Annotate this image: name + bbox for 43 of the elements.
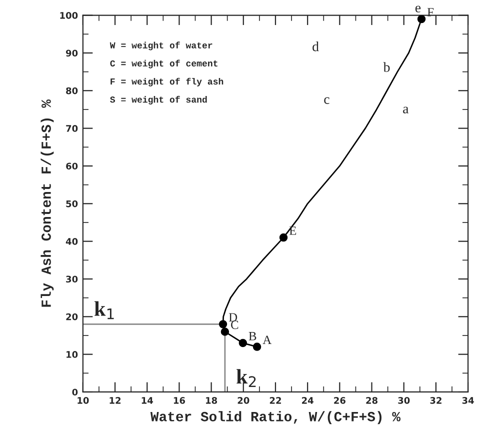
y-tick-label: 50 <box>66 200 78 208</box>
y-axis-title: Fly Ash Content F/(F+S) % <box>40 99 54 307</box>
annotation: A <box>262 336 272 344</box>
annotation: E <box>289 226 296 235</box>
annotation: C = weight of cement <box>110 60 218 68</box>
y-tick-label: 100 <box>60 12 78 19</box>
x-tick-label: 20 <box>238 397 250 404</box>
x-tick-label: 22 <box>270 397 281 404</box>
text: e <box>415 6 421 12</box>
y-tick-label: 10 <box>66 351 78 358</box>
x-tick-label: 24 <box>302 397 314 404</box>
y-tick-label: 90 <box>66 50 78 57</box>
y-tick-label: 20 <box>66 313 78 320</box>
x-tick-label: 12 <box>110 397 121 404</box>
x-tick-label: 18 <box>206 397 218 404</box>
annotation: a <box>403 106 409 114</box>
series-label: k$_{1}$ <box>94 301 114 320</box>
x-axis-title: Water Solid Ratio, W/(C+F+S) % <box>150 411 400 424</box>
annotation: D <box>228 313 238 322</box>
series-label: k$_{2}$ <box>236 369 256 387</box>
x-tick-label: 28 <box>366 397 378 404</box>
y-tick-label: 60 <box>66 162 78 170</box>
x-tick-label: 30 <box>398 397 410 404</box>
y-tick-label: 30 <box>66 276 78 283</box>
annotation: F = weight of fly ash <box>110 78 224 86</box>
x-tick-label: 10 <box>78 397 89 404</box>
annotation: C <box>231 320 238 330</box>
x-tick-label: 16 <box>174 397 186 404</box>
annotation: B <box>248 332 256 340</box>
annotation: W = weight of water <box>110 42 212 50</box>
annotation: b <box>383 62 390 72</box>
y-tick-label: 40 <box>66 238 78 245</box>
y-tick-label: 70 <box>66 125 78 132</box>
annotation: c <box>324 97 330 104</box>
x-tick-label: 26 <box>334 397 346 404</box>
annotation: S = weight of sand <box>110 96 207 104</box>
annotation: d <box>312 41 319 52</box>
x-tick-label: 34 <box>462 397 474 404</box>
y-tick-label: 80 <box>66 87 78 94</box>
x-tick-label: 14 <box>142 397 153 404</box>
y-tick-label: 0 <box>72 388 78 396</box>
x-tick-label: 32 <box>430 397 442 404</box>
annotation: F <box>427 8 434 16</box>
